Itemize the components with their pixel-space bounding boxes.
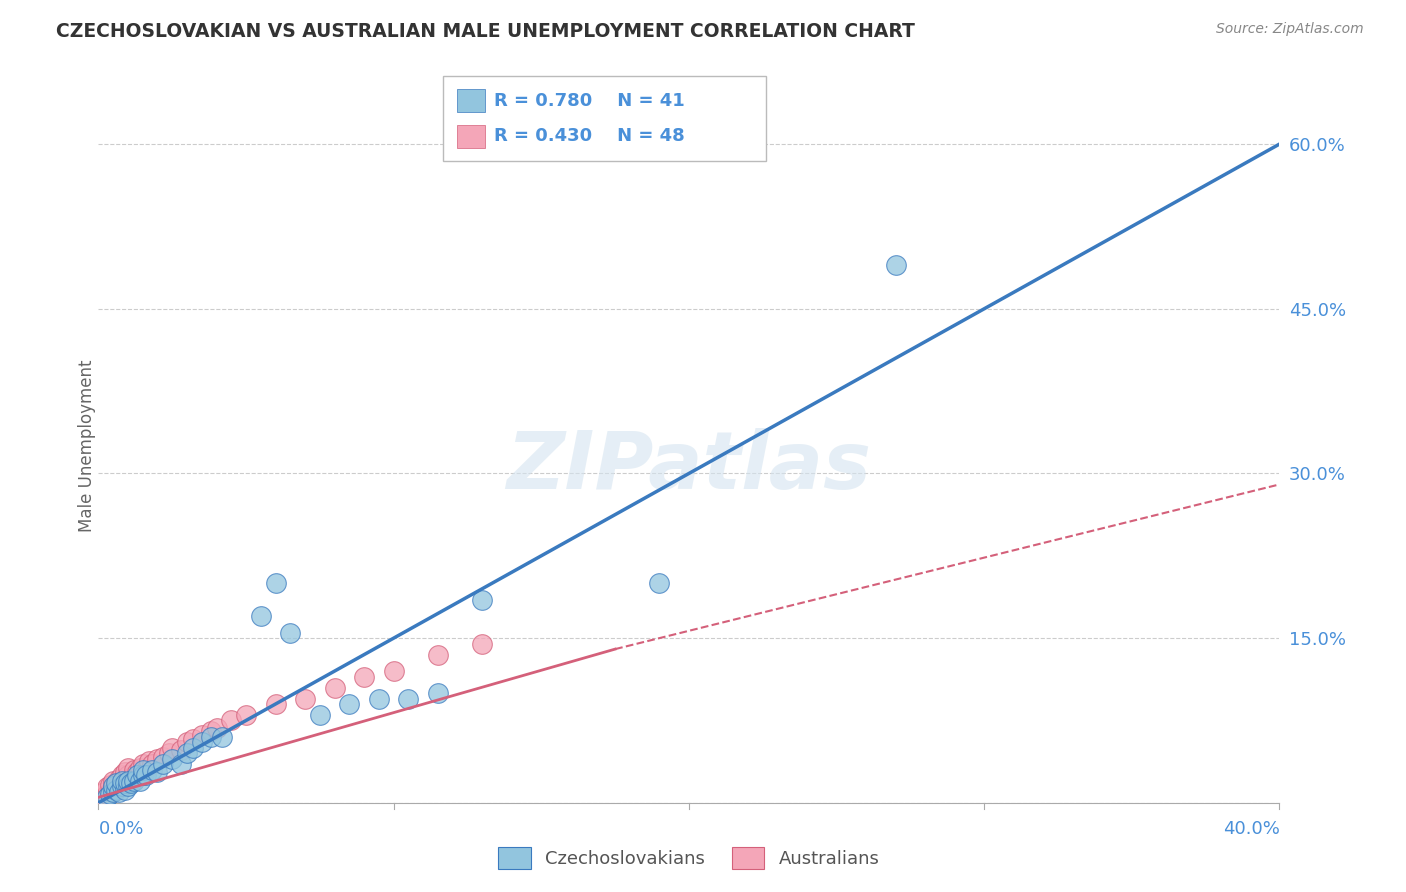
Point (200, 730, 222, 744)
Point (114, 773, 136, 788)
Text: ZIPatlas: ZIPatlas (506, 428, 872, 507)
Point (103, 785, 125, 799)
Point (162, 752, 183, 766)
Point (152, 757, 174, 772)
Point (93, 790, 115, 805)
Point (103, 773, 125, 788)
Text: CZECHOSLOVAKIAN VS AUSTRALIAN MALE UNEMPLOYMENT CORRELATION CHART: CZECHOSLOVAKIAN VS AUSTRALIAN MALE UNEMP… (56, 22, 915, 41)
Point (176, 747, 198, 761)
Point (125, 765, 148, 780)
Point (108, 785, 131, 799)
Point (128, 773, 150, 788)
Point (205, 721, 228, 735)
Point (353, 669, 375, 683)
Point (152, 749, 174, 764)
Point (368, 691, 391, 706)
Point (98, 785, 121, 799)
Point (648, 576, 671, 591)
Point (191, 728, 214, 742)
Point (103, 780, 125, 794)
Point (111, 776, 134, 790)
Point (111, 773, 134, 788)
Legend: Czechoslovakians, Australians: Czechoslovakians, Australians (491, 839, 887, 876)
Point (105, 776, 128, 790)
Point (170, 757, 193, 772)
Point (105, 782, 128, 797)
Point (264, 697, 287, 711)
Point (181, 732, 204, 747)
Text: 40.0%: 40.0% (1223, 820, 1279, 838)
Point (200, 724, 222, 739)
Point (884, 258, 907, 272)
Point (105, 782, 128, 797)
Point (146, 752, 169, 766)
Point (309, 708, 332, 723)
Point (132, 768, 155, 782)
Point (323, 681, 346, 695)
Point (135, 763, 157, 777)
Point (108, 772, 131, 786)
Point (141, 763, 163, 777)
Point (98, 787, 121, 801)
Point (103, 780, 125, 794)
Point (162, 740, 183, 755)
Point (294, 691, 316, 706)
Point (96, 790, 118, 805)
Point (396, 691, 419, 706)
Point (122, 768, 145, 782)
Text: R = 0.430    N = 48: R = 0.430 N = 48 (494, 128, 685, 145)
Point (96, 780, 118, 795)
Point (117, 776, 139, 790)
Point (138, 754, 160, 768)
Point (125, 768, 148, 782)
Point (219, 714, 242, 728)
Point (264, 576, 287, 591)
Point (176, 735, 198, 749)
Point (93, 785, 115, 799)
Point (105, 776, 128, 790)
Point (117, 761, 139, 775)
Point (96, 787, 118, 801)
Point (250, 609, 273, 624)
Point (135, 768, 157, 782)
Point (211, 730, 233, 744)
Point (157, 747, 180, 761)
Point (278, 625, 302, 640)
Point (108, 780, 131, 794)
Point (103, 785, 125, 799)
Point (339, 697, 360, 711)
Point (120, 776, 142, 790)
Point (111, 768, 134, 782)
Text: Source: ZipAtlas.com: Source: ZipAtlas.com (1216, 22, 1364, 37)
Point (114, 765, 136, 780)
Point (114, 776, 136, 790)
Point (146, 765, 169, 780)
Point (427, 648, 450, 662)
Point (114, 782, 136, 797)
Point (141, 757, 163, 772)
Point (132, 757, 155, 772)
Y-axis label: Male Unemployment: Male Unemployment (79, 359, 96, 533)
Point (132, 763, 155, 777)
Point (382, 664, 405, 678)
Point (181, 740, 204, 755)
Point (191, 735, 214, 749)
Text: R = 0.780    N = 41: R = 0.780 N = 41 (494, 92, 685, 110)
Point (120, 772, 142, 786)
Point (117, 780, 139, 794)
Point (122, 773, 145, 788)
Point (471, 592, 494, 607)
Point (170, 743, 193, 757)
Point (122, 763, 145, 777)
Text: 0.0%: 0.0% (98, 820, 143, 838)
Point (98, 778, 121, 792)
Point (128, 761, 150, 775)
Point (117, 773, 139, 788)
Point (111, 780, 134, 794)
Point (117, 768, 139, 782)
Point (471, 637, 494, 651)
Point (427, 686, 450, 700)
Point (235, 708, 257, 723)
